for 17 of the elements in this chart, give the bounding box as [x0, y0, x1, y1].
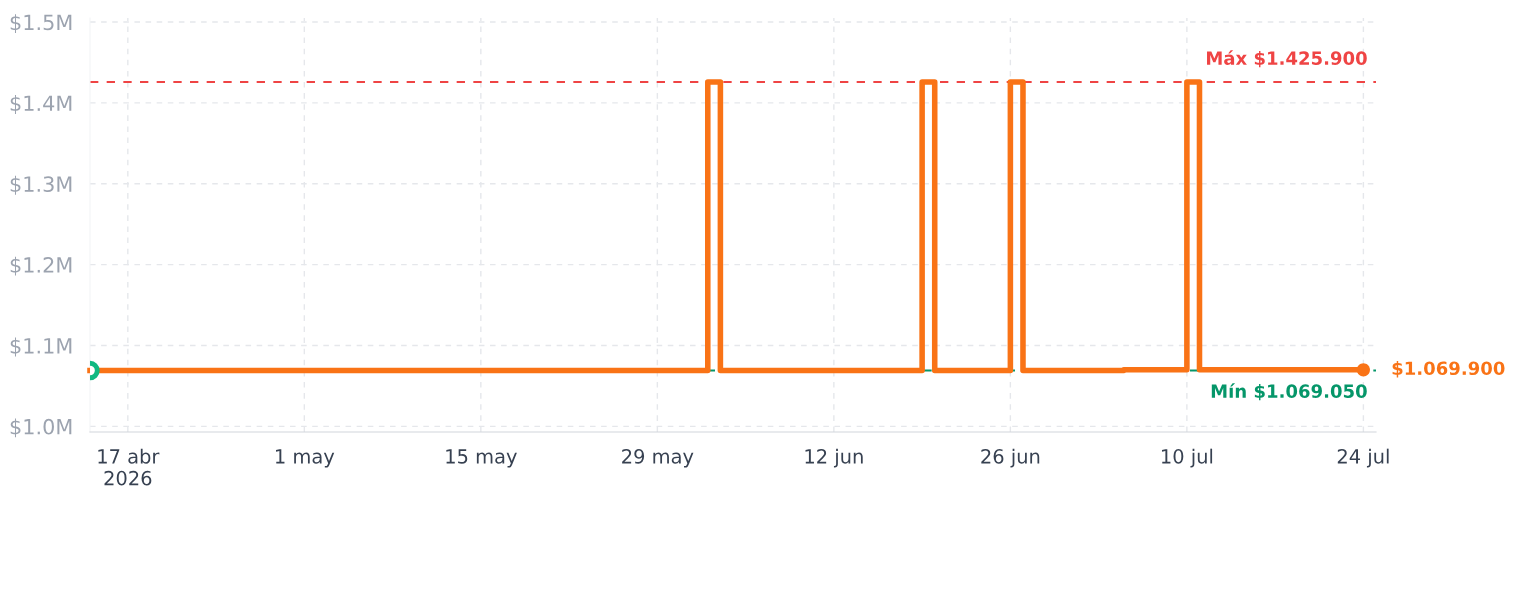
y-tick-label: $1.4M	[10, 94, 72, 114]
y-tick-label: $1.0M	[10, 418, 72, 438]
x-tick-label: 15 may	[446, 449, 517, 468]
x-tick-label: 26 jun	[981, 448, 1040, 468]
y-tick-label: $1.3M	[10, 175, 72, 195]
y-tick-label: $1.2M	[10, 256, 72, 276]
x-tick-label: 29 may	[622, 449, 694, 468]
x-tick-label: 10 jul	[1161, 448, 1213, 468]
ref-line-label: Máx $1.425.900	[1207, 50, 1367, 68]
x-tick-label: 12 jun	[805, 448, 863, 468]
annotation: $1.069.900	[1392, 361, 1505, 378]
x-tick-label: 1 may	[276, 449, 335, 468]
y-tick-label: $1.5M	[10, 14, 72, 34]
ref-line-label: Mín $1.069.050	[1211, 383, 1367, 401]
x-tick-label: 24 jul	[1337, 448, 1389, 468]
y-tick-label: $1.1M	[10, 337, 72, 357]
x-tick-label: 17 abr 2026	[98, 448, 160, 486]
